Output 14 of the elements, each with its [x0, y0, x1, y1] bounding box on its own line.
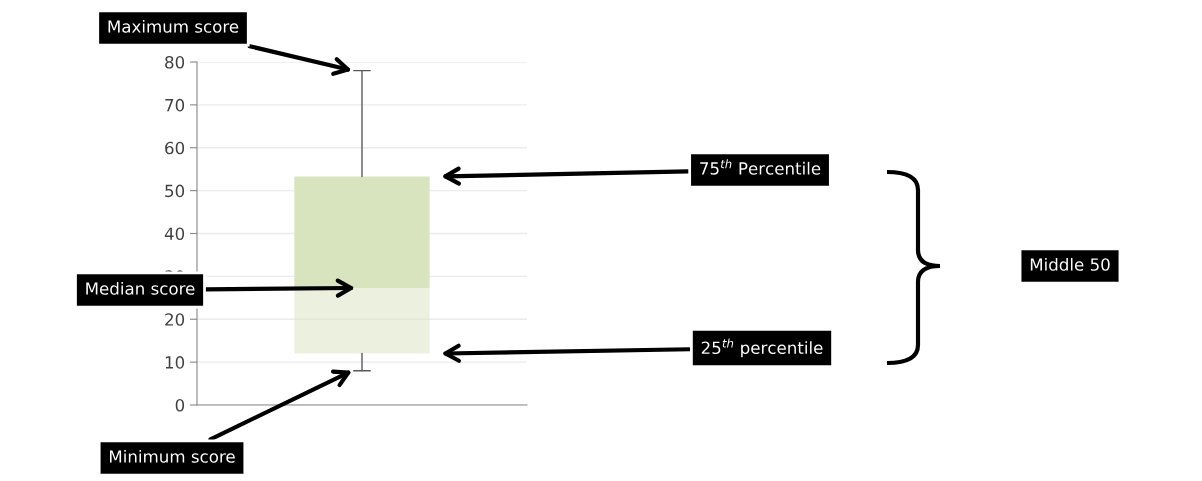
text: Median score: [86, 281, 195, 295]
text: 25$^{th}$ percentile: [701, 338, 823, 358]
y-tick-label: 10: [165, 356, 185, 369]
text: Maximum score: [108, 19, 239, 33]
y-tick-label: 0: [175, 398, 185, 412]
text: Middle 50: [1030, 257, 1110, 271]
y-tick-label: 50: [165, 184, 185, 198]
y-tick-label: 40: [164, 227, 185, 241]
text: 75$^{th}$ Percentile: [700, 159, 821, 175]
y-tick-label: 20: [165, 313, 185, 326]
y-tick-label: 60: [165, 141, 185, 155]
text: Minimum score: [109, 449, 235, 463]
y-tick-label: 80: [165, 55, 185, 69]
y-tick-label: 70: [165, 98, 185, 112]
